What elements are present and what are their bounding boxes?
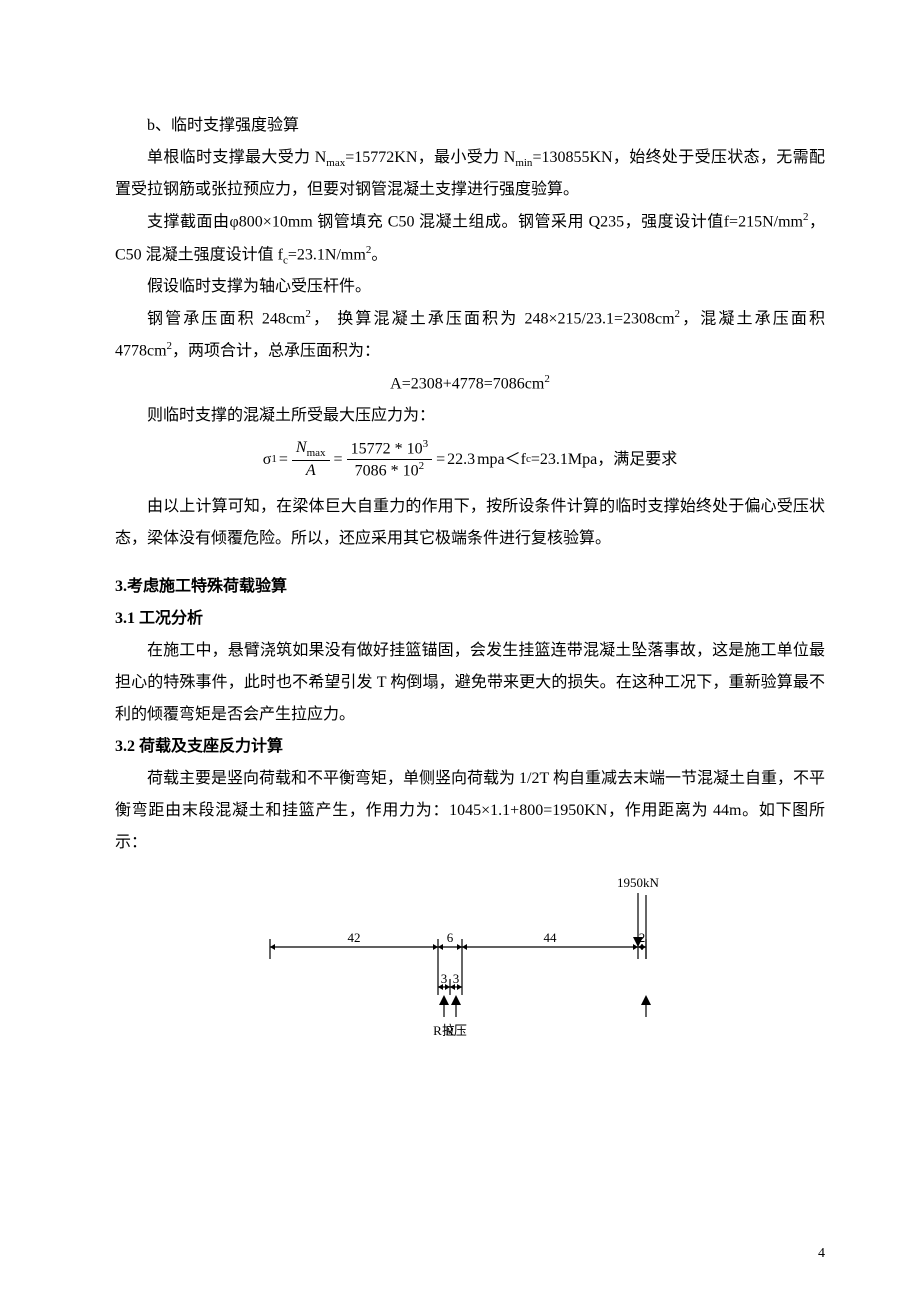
- para-9: 在施工中，悬臂浇筑如果没有做好挂篮锚固，会发生挂篮连带混凝土坠落事故，这是施工单…: [115, 635, 825, 731]
- sub-1: 1: [271, 453, 277, 466]
- heading-3: 3.考虑施工特殊荷载验算: [115, 571, 825, 603]
- para-4: 假设临时支撑为轴心受压杆件。: [115, 271, 825, 303]
- text: 。: [371, 246, 387, 263]
- text: 支撑截面由φ800×10mm 钢管填充 C50 混凝土组成。钢管采用 Q235，…: [147, 214, 803, 231]
- page-number: 4: [818, 1246, 825, 1262]
- para-10: 荷载主要是竖向荷载和不平衡弯矩，单侧竖向荷载为 1/2T 构自重减去末端一节混凝…: [115, 763, 825, 859]
- diagram-wrap: 1950kN42644233R拉R压: [115, 867, 825, 1047]
- svg-text:2: 2: [639, 930, 646, 945]
- text: =23.1N/mm: [288, 246, 366, 263]
- svg-text:3: 3: [453, 971, 460, 986]
- num2: 15772 * 103: [347, 438, 433, 460]
- para-8: 由以上计算可知，在梁体巨大自重力的作用下，按所设条件计算的临时支撑始终处于偏心受…: [115, 491, 825, 555]
- text: 15772 * 10: [351, 441, 423, 458]
- sigma: σ: [263, 450, 272, 469]
- para-b-title: b、临时支撑强度验算: [115, 110, 825, 142]
- sub-max: max: [326, 157, 345, 169]
- sup-2: 2: [544, 373, 550, 385]
- frac-2: 15772 * 103 7086 * 102: [347, 438, 433, 480]
- den2: 7086 * 102: [351, 460, 429, 481]
- eq: =: [436, 450, 445, 469]
- svg-text:1950kN: 1950kN: [617, 875, 660, 890]
- svg-text:6: 6: [447, 930, 454, 945]
- sup-2: 2: [419, 460, 425, 472]
- formula-sigma: σ 1 = Nmax A = 15772 * 103 7086 * 102 = …: [115, 438, 825, 481]
- tail: =23.1Mpa，满足要求: [531, 450, 677, 469]
- load-diagram: 1950kN42644233R拉R压: [230, 867, 710, 1047]
- eq: =: [279, 450, 288, 469]
- para-6: A=2308+4778=7086cm2: [115, 368, 825, 400]
- unit: mpa＜f: [477, 450, 526, 469]
- frac-1: Nmax A: [292, 438, 330, 481]
- heading-3-1: 3.1 工况分析: [115, 603, 825, 635]
- sub-min: min: [515, 157, 532, 169]
- heading-3-2: 3.2 荷载及支座反力计算: [115, 731, 825, 763]
- text: =15772KN，最小受力 N: [345, 149, 515, 166]
- text: ， 换算混凝土承压面积为 248×215/23.1=2308cm: [311, 310, 675, 327]
- text: 钢管承压面积 248cm: [147, 310, 305, 327]
- svg-text:44: 44: [544, 930, 558, 945]
- result: 22.3: [447, 450, 475, 469]
- text: 7086 * 10: [355, 462, 419, 479]
- svg-text:3: 3: [441, 971, 448, 986]
- text: ，两项合计，总承压面积为：: [172, 343, 380, 360]
- svg-text:R压: R压: [445, 1023, 467, 1038]
- num1: Nmax: [292, 438, 330, 461]
- text: 单根临时支撑最大受力 N: [147, 149, 326, 166]
- text: N: [296, 439, 307, 456]
- text: A=2308+4778=7086cm: [390, 375, 544, 392]
- page: b、临时支撑强度验算 单根临时支撑最大受力 Nmax=15772KN，最小受力 …: [0, 0, 920, 1302]
- sub-max: max: [307, 447, 326, 459]
- spacer: [115, 555, 825, 571]
- para-5: 钢管承压面积 248cm2， 换算混凝土承压面积为 248×215/23.1=2…: [115, 303, 825, 368]
- para-3: 支撑截面由φ800×10mm 钢管填充 C50 混凝土组成。钢管采用 Q235，…: [115, 206, 825, 271]
- para-7: 则临时支撑的混凝土所受最大压应力为：: [115, 400, 825, 432]
- svg-text:42: 42: [348, 930, 361, 945]
- para-2: 单根临时支撑最大受力 Nmax=15772KN，最小受力 Nmin=130855…: [115, 142, 825, 206]
- eq: =: [334, 450, 343, 469]
- den1: A: [302, 461, 320, 480]
- sup-3: 3: [423, 438, 429, 450]
